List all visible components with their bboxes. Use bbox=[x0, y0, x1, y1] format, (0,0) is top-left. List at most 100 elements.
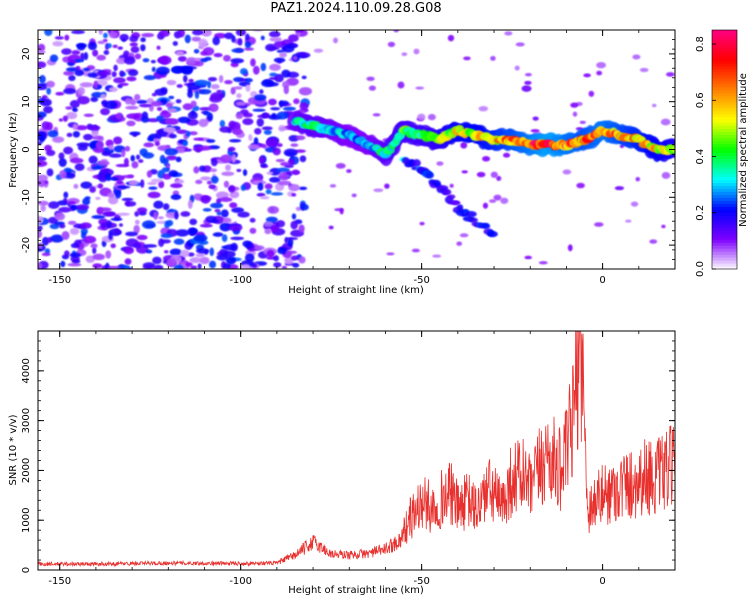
spectrogram-noise-cell bbox=[41, 121, 50, 130]
colorbar-cell bbox=[712, 152, 737, 157]
spectrogram-noise-cell bbox=[185, 130, 191, 138]
spectrogram-noise-cell bbox=[219, 197, 233, 202]
spectrogram-noise-cell bbox=[59, 169, 67, 179]
spectrogram-noise-cell bbox=[281, 69, 291, 78]
spectrogram-noise-cell bbox=[193, 137, 204, 141]
spectrogram-noise-cell bbox=[218, 74, 224, 83]
colorbar-cell bbox=[712, 146, 737, 151]
spectrogram-noise-cell bbox=[397, 81, 405, 89]
spectrogram-noise-cell bbox=[195, 248, 210, 254]
spectrogram-noise-cell bbox=[524, 255, 533, 260]
spectrogram-noise-cell bbox=[260, 35, 265, 41]
spectrogram-noise-cell bbox=[158, 238, 165, 247]
spectrogram-noise-cell bbox=[184, 34, 191, 44]
colorbar-cell bbox=[712, 161, 737, 166]
spectrogram-noise-cell bbox=[660, 118, 671, 126]
snr-x-label: Height of straight line (km) bbox=[288, 585, 424, 596]
spectrogram-noise-cell bbox=[45, 149, 56, 156]
spectrogram-noise-cell bbox=[105, 250, 112, 259]
spectrogram-noise-cell bbox=[231, 154, 237, 163]
spectrogram-noise-cell bbox=[71, 259, 81, 264]
spectrogram-noise-cell bbox=[285, 250, 298, 255]
snr-background bbox=[38, 331, 675, 570]
spectrogram-noise-cell bbox=[300, 203, 309, 211]
spectrogram-noise-cell bbox=[502, 152, 511, 158]
spectrogram-branch-cell bbox=[425, 171, 434, 179]
colorbar-label: Normalized spectral amplitude bbox=[738, 73, 749, 227]
spectrogram-noise-cell bbox=[142, 58, 150, 63]
spectrogram-noise-cell bbox=[490, 55, 496, 61]
spectrogram-noise-cell bbox=[141, 33, 155, 38]
colorbar-cell bbox=[712, 206, 737, 210]
spectrogram-noise-cell bbox=[165, 102, 173, 109]
spectrogram-noise-cell bbox=[252, 65, 260, 75]
spectrogram-noise-cell bbox=[154, 88, 167, 96]
spectrogram-noise-cell bbox=[156, 45, 161, 50]
colorbar-cell bbox=[712, 56, 737, 61]
spectrogram-noise-cell bbox=[233, 86, 243, 90]
spectrogram-noise-cell bbox=[69, 227, 80, 235]
spectrogram-noise-cell bbox=[273, 57, 286, 63]
spectrogram-noise-cell bbox=[191, 30, 204, 36]
spectrogram-noise-cell bbox=[77, 96, 90, 105]
spectrogram-noise-cell bbox=[221, 234, 228, 243]
spectrogram-noise-cell bbox=[158, 216, 164, 220]
spectrogram-noise-cell bbox=[461, 170, 468, 174]
colorbar-cell bbox=[712, 149, 737, 154]
spectrogram-noise-cell bbox=[107, 196, 119, 205]
spectrogram-noise-cell bbox=[142, 262, 156, 269]
spectrogram-noise-cell bbox=[649, 239, 658, 244]
spectrogram-noise-cell bbox=[267, 46, 280, 51]
spectrogram-noise-cell bbox=[567, 244, 573, 252]
spectrogram-noise-cell bbox=[150, 178, 163, 183]
spectrogram-noise-cell bbox=[110, 217, 123, 221]
colorbar-cell bbox=[712, 47, 737, 52]
spectrogram-noise-cell bbox=[210, 202, 224, 209]
spectrogram-noise-cell bbox=[267, 205, 279, 214]
colorbar-cell bbox=[712, 200, 737, 204]
spectrogram-noise-cell bbox=[230, 58, 245, 64]
spectrogram-noise-cell bbox=[219, 119, 226, 128]
spectrogram-noise-cell bbox=[114, 228, 120, 235]
spectrogram-noise-cell bbox=[208, 260, 217, 269]
spectrogram-noise-cell bbox=[183, 74, 188, 83]
spectrogram-noise-cell bbox=[60, 260, 66, 268]
spectrogram-noise-cell bbox=[277, 247, 288, 255]
spectrogram-noise-cell bbox=[48, 201, 60, 209]
spectrogram-noise-cell bbox=[147, 191, 161, 199]
spectrogram-y-tick-label: -20 bbox=[21, 237, 32, 253]
spectrogram-noise-cell bbox=[273, 255, 280, 262]
spectrogram-noise-cell bbox=[269, 36, 282, 42]
spectrogram-noise-cell bbox=[266, 249, 275, 258]
spectrogram-noise-cell bbox=[75, 65, 81, 71]
spectrogram-noise-cell bbox=[274, 73, 284, 83]
spectrogram-noise-cell bbox=[417, 113, 426, 121]
spectrogram-noise-cell bbox=[200, 50, 209, 56]
spectrogram-noise-cell bbox=[239, 68, 248, 75]
colorbar-cell bbox=[712, 89, 737, 94]
spectrogram-noise-cell bbox=[562, 169, 572, 175]
spectrogram-noise-cell bbox=[166, 79, 177, 86]
spectrogram-noise-cell bbox=[432, 254, 442, 258]
colorbar-cell bbox=[712, 221, 737, 225]
spectrogram-noise-cell bbox=[92, 253, 106, 261]
spectrogram-noise-cell bbox=[244, 253, 255, 263]
colorbar-cell bbox=[712, 164, 737, 169]
spectrogram-noise-cell bbox=[204, 56, 212, 61]
spectrogram-noise-cell bbox=[75, 125, 88, 131]
spectrogram-branch-cell bbox=[456, 204, 464, 211]
spectrogram-noise-cell bbox=[253, 245, 265, 251]
spectrogram-noise-cell bbox=[630, 201, 639, 207]
colorbar-cell bbox=[712, 131, 737, 136]
colorbar-cell bbox=[712, 143, 737, 148]
spectrogram-noise-cell bbox=[46, 87, 52, 95]
spectrogram-noise-cell bbox=[91, 165, 102, 170]
spectrogram-noise-cell bbox=[158, 30, 171, 37]
spectrogram-noise-cell bbox=[108, 87, 118, 93]
spectrogram-noise-cell bbox=[226, 127, 233, 134]
spectrogram-noise-cell bbox=[333, 37, 338, 44]
spectrogram-noise-cell bbox=[299, 155, 307, 163]
colorbar-cell bbox=[712, 224, 737, 228]
spectrogram-noise-cell bbox=[268, 31, 281, 38]
spectrogram-noise-cell bbox=[143, 75, 156, 81]
